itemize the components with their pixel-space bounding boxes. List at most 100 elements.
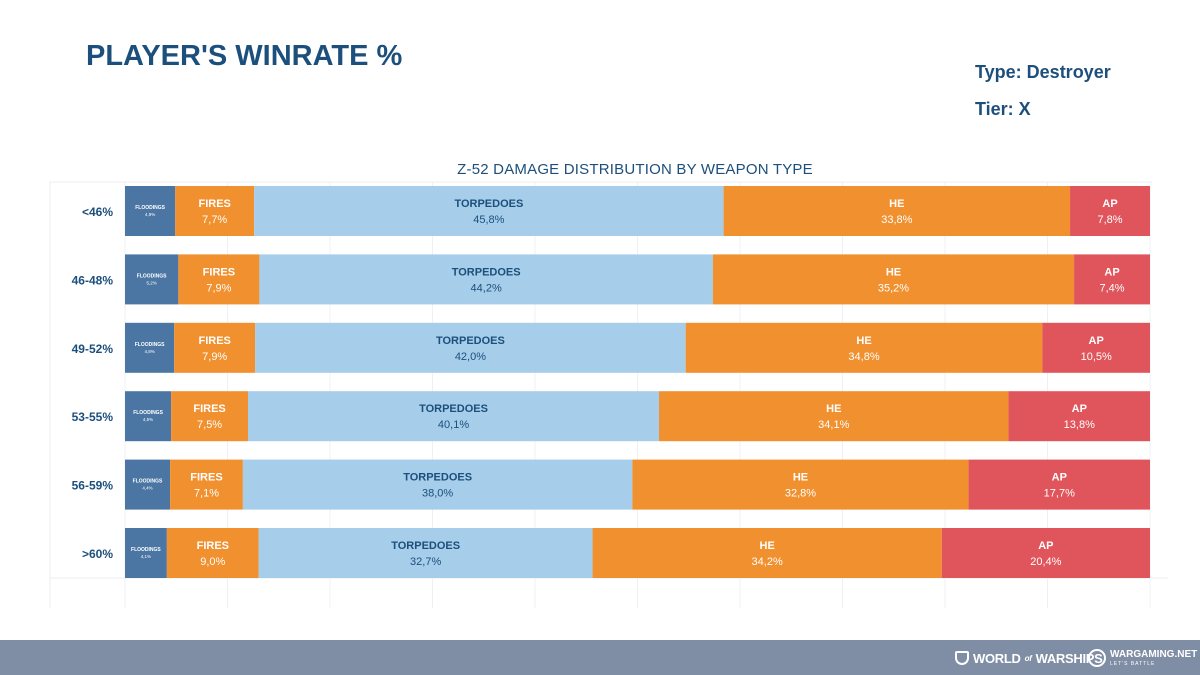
wows-logo-text-end: WARSHIPS	[1035, 650, 1103, 666]
bar-segment-ap	[1074, 254, 1150, 305]
segment-value-label: 44,2%	[471, 282, 502, 294]
segment-value-label: 10,5%	[1081, 351, 1112, 363]
bar-segment-ap	[968, 459, 1150, 510]
ship-tier-label: Tier: X	[975, 99, 1031, 119]
row-label: >60%	[82, 547, 113, 561]
page-title: PLAYER'S WINRATE %	[86, 40, 403, 72]
segment-value-label: 40,1%	[438, 419, 469, 431]
segment-value-label: 20,4%	[1030, 556, 1061, 568]
bar-segment-he	[632, 459, 969, 510]
wargaming-logo-text: WARGAMING.NET	[1110, 648, 1198, 660]
segment-name-label: TORPEDOES	[391, 540, 460, 552]
wows-logo-text-main: WORLD	[973, 650, 1021, 666]
bar-segment-torpedoes	[242, 459, 633, 510]
segment-name-label: FLOODINGS	[131, 547, 161, 553]
stacked-bar-chart: <46% FLOODINGS4,9%FIRES7,7%TORPEDOES45,8%…	[49, 181, 1168, 608]
bar-segment-fires	[166, 528, 259, 578]
row-label: 53-55%	[72, 410, 114, 424]
segment-value-label: 7,9%	[202, 351, 227, 363]
segment-name-label: FLOODINGS	[133, 479, 163, 485]
segment-name-label: FIRES	[203, 266, 235, 278]
bar-segment-floodings	[125, 391, 172, 442]
row-label: 46-48%	[72, 273, 114, 287]
segment-name-label: AP	[1052, 472, 1067, 484]
bar-segment-fires	[178, 254, 260, 305]
footer-bar: WORLD of WARSHIPS WARGAMING.NET LET'S BA…	[0, 640, 1200, 675]
wows-emblem-icon	[955, 651, 969, 665]
segment-value-label: 17,7%	[1044, 488, 1075, 500]
segment-value-label: 4,4%	[142, 486, 152, 491]
bar-segment-ap	[1042, 322, 1150, 373]
segment-value-label: 7,5%	[197, 419, 222, 431]
segment-name-label: AP	[1102, 198, 1117, 210]
segment-name-label: FIRES	[198, 335, 230, 347]
segment-name-label: TORPEDOES	[419, 403, 488, 415]
bar-segment-torpedoes	[254, 186, 724, 236]
segment-value-label: 35,2%	[878, 282, 909, 294]
world-of-warships-logo: WORLD of WARSHIPS	[955, 648, 1103, 668]
bar-segment-floodings	[125, 459, 171, 510]
segment-name-label: HE	[793, 472, 808, 484]
segment-name-label: HE	[826, 403, 841, 415]
bar-segment-ap	[1008, 391, 1150, 442]
segment-name-label: TORPEDOES	[454, 198, 523, 210]
segment-name-label: AP	[1038, 540, 1053, 552]
segment-value-label: 42,0%	[455, 351, 486, 363]
bar-segment-floodings	[125, 528, 167, 578]
segment-name-label: HE	[760, 540, 775, 552]
segment-name-label: FLOODINGS	[135, 205, 165, 211]
segment-name-label: HE	[856, 335, 871, 347]
bar-segment-torpedoes	[259, 254, 713, 305]
segment-value-label: 38,0%	[422, 488, 453, 500]
segment-value-label: 4,9%	[145, 212, 155, 217]
segment-name-label: TORPEDOES	[436, 335, 505, 347]
segment-value-label: 32,7%	[410, 556, 441, 568]
wargaming-logo: WARGAMING.NET LET'S BATTLE	[1088, 646, 1197, 670]
segment-value-label: 7,9%	[206, 282, 231, 294]
segment-value-label: 45,8%	[473, 214, 504, 226]
wows-logo-text-of: of	[1024, 653, 1032, 663]
bar-segment-he	[723, 186, 1071, 236]
segment-value-label: 13,8%	[1064, 419, 1095, 431]
segment-name-label: FLOODINGS	[135, 342, 165, 348]
bar-segment-he	[659, 391, 1009, 442]
bar-segment-ap	[941, 528, 1150, 578]
chart-title: Z-52 DAMAGE DISTRIBUTION BY WEAPON TYPE	[457, 161, 813, 178]
segment-value-label: 4,5%	[143, 417, 153, 422]
bar-segment-fires	[174, 322, 256, 373]
segment-name-label: HE	[889, 198, 904, 210]
bar-segment-floodings	[125, 186, 176, 236]
segment-name-label: AP	[1089, 335, 1104, 347]
bar-segment-torpedoes	[248, 391, 660, 442]
segment-value-label: 34,2%	[752, 556, 783, 568]
bar-segment-ap	[1070, 186, 1150, 236]
segment-name-label: FLOODINGS	[133, 410, 163, 416]
segment-value-label: 33,8%	[881, 214, 912, 226]
segment-value-label: 9,0%	[200, 556, 225, 568]
segment-value-label: 32,8%	[785, 488, 816, 500]
segment-value-label: 34,1%	[818, 419, 849, 431]
segment-name-label: FIRES	[190, 472, 222, 484]
row-label: 49-52%	[72, 342, 114, 356]
segment-name-label: TORPEDOES	[403, 472, 472, 484]
wargaming-emblem-icon	[1088, 649, 1106, 667]
segment-value-label: 4,8%	[144, 349, 154, 354]
bar-segment-he	[712, 254, 1075, 305]
segment-name-label: TORPEDOES	[452, 266, 521, 278]
bar-segment-fires	[171, 391, 248, 442]
row-label: 56-59%	[72, 479, 114, 493]
segment-name-label: AP	[1104, 266, 1119, 278]
bar-segment-fires	[175, 186, 255, 236]
row-label: <46%	[82, 205, 113, 219]
segment-value-label: 7,4%	[1099, 282, 1124, 294]
bar-segment-he	[592, 528, 942, 578]
segment-value-label: 34,8%	[848, 351, 879, 363]
segment-name-label: FIRES	[193, 403, 225, 415]
segment-name-label: FIRES	[197, 540, 229, 552]
wargaming-tagline: LET'S BATTLE	[1110, 660, 1156, 667]
bar-segment-torpedoes	[258, 528, 593, 578]
segment-name-label: AP	[1072, 403, 1087, 415]
bar-segment-floodings	[125, 254, 179, 305]
segment-value-label: 4,1%	[141, 554, 151, 559]
bar-segment-fires	[170, 459, 243, 510]
